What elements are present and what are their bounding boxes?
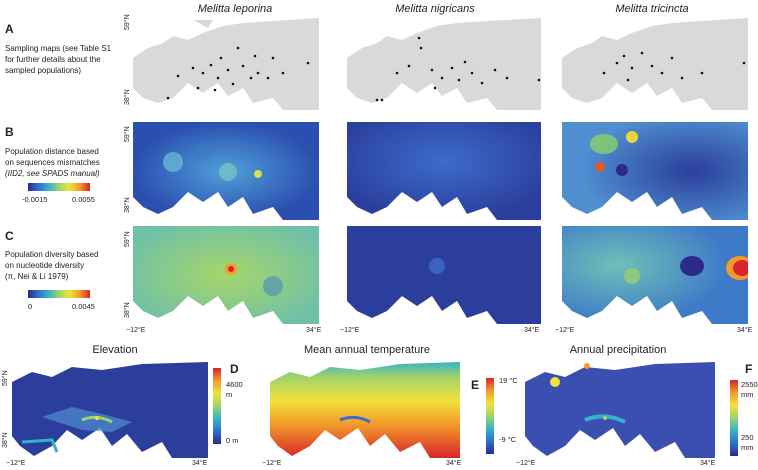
lon-left-col2: −12°E <box>340 327 360 334</box>
row-letter-c: C <box>5 229 14 243</box>
lat-top-d: 59°N <box>2 370 9 386</box>
precipitation-min: 250 <box>741 433 754 442</box>
legend-c-colorbar <box>28 290 90 298</box>
legend-b-colorbar <box>28 183 90 191</box>
map-a-leporina <box>133 18 319 110</box>
lon-right-col2: 34°E <box>524 327 540 334</box>
lon-right-f: 34°E <box>700 460 716 467</box>
legend-b-min: -0.0015 <box>22 195 48 204</box>
row-desc-c-line2: on nucleotide diversity <box>5 261 85 270</box>
temperature-max: 19 °C <box>499 376 518 385</box>
lat-top-c: 59°N <box>124 231 131 247</box>
surface-c-tricincta <box>562 226 748 324</box>
surface-c-nigricans <box>347 226 541 324</box>
lon-right-col1: 34°E <box>306 327 322 334</box>
panel-letter-e: E <box>471 378 480 392</box>
title-temperature: Mean annual temperature <box>304 344 430 356</box>
lat-bottom-b: 38°N <box>124 197 131 213</box>
lat-bottom-d: 38°N <box>2 432 9 448</box>
row-desc-a-line1: Sampling maps (see Table S1 <box>5 44 112 53</box>
colorbar-elevation <box>213 368 221 444</box>
lon-left-f: −12°E <box>516 460 536 467</box>
map-f-precipitation <box>525 362 715 458</box>
map-c-leporina <box>133 226 319 324</box>
species-title-tricincta: Melitta tricincta <box>615 3 689 15</box>
row-desc-b: Population distance based on sequences m… <box>5 146 125 179</box>
surface-c-leporina <box>133 226 319 324</box>
temperature-min: -9 °C <box>499 435 517 444</box>
map-e-temperature <box>270 362 460 458</box>
map-b-tricincta <box>562 122 748 220</box>
colorbar-temperature <box>486 378 494 454</box>
row-desc-c: Population diversity based on nucleotide… <box>5 249 125 282</box>
row-desc-b-line3: (IID2, see SPADS manual) <box>5 169 100 178</box>
lon-right-col3: 34°E <box>737 327 753 334</box>
sampling-points-tricincta <box>602 51 746 82</box>
precipitation-max: 2550 <box>741 380 758 389</box>
row-desc-b-line1: Population distance based <box>5 147 99 156</box>
lon-left-col1: −12°E <box>126 327 146 334</box>
lat-top-b: 59°N <box>124 126 131 142</box>
lon-right-e: 34°E <box>446 460 462 467</box>
elevation-max: 4600 <box>226 380 243 389</box>
map-c-tricincta <box>562 226 748 324</box>
sampling-points-leporina <box>166 46 310 100</box>
row-letter-b: B <box>5 125 14 139</box>
row-letter-a: A <box>5 22 14 36</box>
map-b-leporina <box>133 122 319 220</box>
surface-b-nigricans <box>347 122 541 220</box>
sampling-points-nigricans <box>375 36 541 102</box>
row-desc-b-line2: on sequences mismatches <box>5 158 100 167</box>
scandinavia-a-leporina <box>193 20 213 28</box>
land-a-tricincta <box>562 18 748 110</box>
precipitation-min-unit: mm <box>741 443 754 452</box>
lon-left-col3: −12°E <box>555 327 575 334</box>
row-desc-a: Sampling maps (see Table S1 for further … <box>5 43 125 76</box>
panel-letter-d: D <box>230 362 239 376</box>
map-b-nigricans <box>347 122 541 220</box>
legend-c-max: 0.0045 <box>72 302 95 311</box>
lon-right-d: 34°E <box>192 460 208 467</box>
row-desc-a-line3: sampled populations) <box>5 66 82 75</box>
legend-b-max: 0.0055 <box>72 195 95 204</box>
map-a-nigricans <box>347 18 541 110</box>
surface-elevation <box>12 362 208 458</box>
lat-bottom-c: 38°N <box>124 302 131 318</box>
lat-top-a: 59°N <box>124 14 131 30</box>
elevation-min: 0 m <box>226 436 239 445</box>
panel-letter-f: F <box>745 362 753 376</box>
row-desc-a-line2: for further details about the <box>5 55 101 64</box>
title-elevation: Elevation <box>92 344 138 356</box>
surface-temperature <box>270 362 460 458</box>
row-desc-c-line3: (π, Nei & Li 1979) <box>5 272 69 281</box>
land-a-nigricans <box>347 18 541 110</box>
precipitation-max-unit: mm <box>741 390 754 399</box>
map-c-nigricans <box>347 226 541 324</box>
elevation-max-unit: m <box>226 390 233 399</box>
lon-left-d: −12°E <box>6 460 26 467</box>
colorbar-precipitation <box>730 380 738 456</box>
species-title-leporina: Melitta leporina <box>197 3 273 15</box>
map-d-elevation <box>12 362 208 458</box>
surface-precipitation <box>525 362 715 458</box>
lon-left-e: −12°E <box>262 460 282 467</box>
legend-c-min: 0 <box>28 302 33 311</box>
row-desc-c-line1: Population diversity based <box>5 250 99 259</box>
species-title-nigricans: Melitta nigricans <box>395 3 475 15</box>
land-a-leporina <box>133 18 319 110</box>
map-a-tricincta <box>562 18 748 110</box>
title-precipitation: Annual precipitation <box>569 344 667 356</box>
lat-bottom-a: 38°N <box>124 89 131 105</box>
